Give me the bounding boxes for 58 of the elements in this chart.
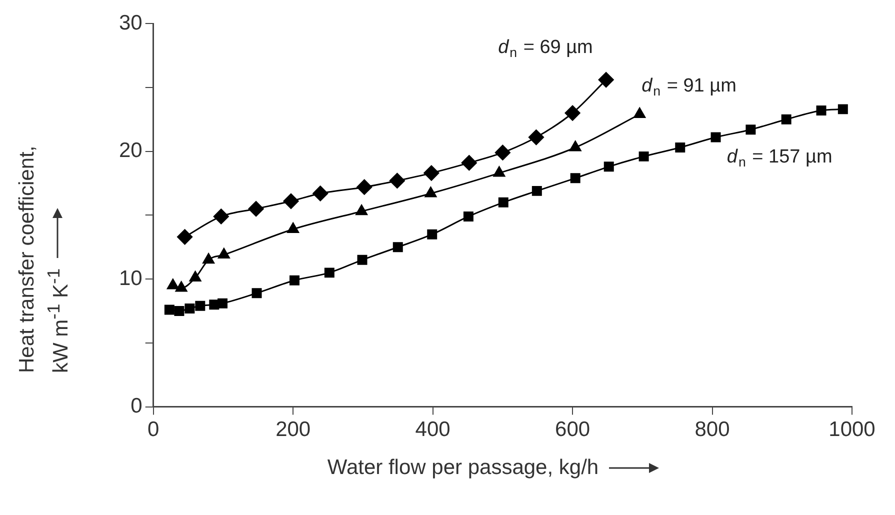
- point: [389, 172, 405, 188]
- y-tick-label: 20: [119, 139, 142, 162]
- y-tick-label: 30: [119, 11, 142, 34]
- point: [569, 140, 582, 152]
- point: [189, 271, 202, 282]
- x-tick-label: 400: [415, 418, 450, 442]
- x-tick-label: 600: [555, 418, 590, 442]
- point: [816, 105, 826, 116]
- point: [248, 201, 264, 217]
- point: [174, 306, 184, 316]
- x-tick-label: 0: [148, 418, 160, 442]
- y-tick-label: 0: [130, 394, 142, 418]
- point: [289, 275, 300, 286]
- y-tick-label: 10: [119, 266, 142, 290]
- point: [461, 155, 477, 171]
- point: [252, 288, 262, 298]
- point: [283, 193, 299, 209]
- point: [604, 162, 614, 172]
- point: [427, 229, 438, 240]
- point: [570, 173, 580, 184]
- point: [532, 186, 542, 196]
- point: [463, 211, 474, 222]
- point: [710, 132, 721, 142]
- point: [675, 142, 686, 152]
- point: [195, 300, 206, 311]
- point: [184, 303, 195, 314]
- point: [218, 298, 228, 308]
- point: [781, 114, 792, 124]
- x-axis-title: Water flow per passage, kg/h: [327, 456, 599, 480]
- x-tick-label: 1000: [828, 418, 876, 442]
- point: [424, 186, 437, 198]
- point: [498, 197, 508, 208]
- point: [202, 253, 214, 264]
- point: [424, 165, 440, 181]
- point: [175, 281, 188, 292]
- point: [357, 254, 368, 265]
- point: [564, 105, 580, 121]
- point: [494, 144, 510, 160]
- x-tick-label: 200: [276, 418, 311, 442]
- point: [218, 248, 230, 259]
- point: [638, 151, 649, 162]
- point: [528, 130, 544, 146]
- point: [356, 204, 368, 216]
- point: [356, 179, 372, 195]
- point: [493, 166, 506, 177]
- x-tick-label: 800: [694, 418, 730, 442]
- point: [287, 222, 300, 233]
- point: [598, 72, 614, 88]
- point: [392, 242, 403, 252]
- point: [166, 278, 179, 290]
- point: [746, 124, 756, 135]
- point: [634, 108, 646, 118]
- point: [213, 208, 229, 224]
- point: [177, 229, 193, 245]
- point: [838, 104, 848, 114]
- point: [312, 186, 328, 202]
- point: [164, 304, 174, 315]
- point: [324, 268, 334, 278]
